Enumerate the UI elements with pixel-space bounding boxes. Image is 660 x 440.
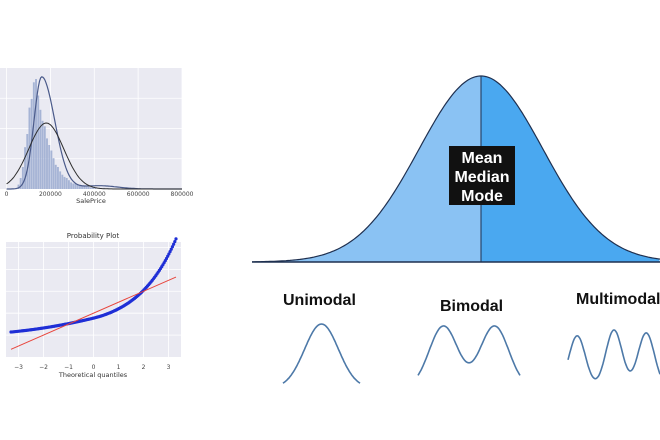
mean-median-mode-box [449,146,515,205]
histogram-x-tick-label: 0 [5,191,9,198]
bimodal-label: Bimodal [440,298,503,315]
histogram-bar [46,138,48,189]
probability-plot-point [173,239,177,244]
histogram-x-tick-label: 200000 [39,191,62,198]
modality-examples: Unimodal Bimodal Multimodal [282,291,660,384]
histogram-bar [78,185,81,189]
histogram-bar [43,126,46,189]
bimodal-curve [417,325,521,376]
probability-plot-point [168,250,172,254]
probability-plot-panel: Probability Plot −3 −2 −1 0 1 2 3 Theoretical … [6,232,181,379]
label-median: Median [454,169,509,186]
probability-plot-x-tick-label: −1 [64,364,73,371]
histogram-bar [74,183,77,189]
histogram-bar [21,167,24,189]
histogram-bar [41,120,44,189]
histogram-bar [24,147,27,189]
probability-plot-x-tick-label: 3 [167,364,171,371]
probability-plot-reference-line [10,276,177,350]
probability-plot-point [170,245,175,249]
unimodal-curve [282,323,361,384]
histogram-bar [32,82,35,189]
label-mode: Mode [461,188,503,205]
histogram-bar [61,174,64,189]
multimodal-curve [567,329,660,380]
probability-plot-point [169,247,173,251]
histogram-bar [81,185,84,189]
probability-plot-x-tick-label: −3 [14,364,23,371]
histogram-bar [85,186,88,189]
histogram-grid [0,68,183,189]
probability-plot-x-ticks: −3 −2 −1 0 1 2 3 [14,364,171,371]
multimodal-label: Multimodal [576,291,660,308]
histogram-normal-fit-line [6,122,182,190]
histogram-bar [37,95,40,189]
probability-plot-x-tick-label: 1 [117,364,121,371]
histogram-x-label: SalePrice [76,197,106,205]
probability-plot-title: Probability Plot [67,232,120,240]
bell-curve-outline [252,75,660,263]
probability-plot-x-tick-label: 2 [142,364,146,371]
histogram-bar [94,187,97,189]
histogram-bar [89,187,92,189]
histogram-bar [83,186,86,189]
histogram-bar [76,184,79,189]
histogram-bar [17,184,20,189]
histogram-x-tick-label: 600000 [127,191,150,198]
histogram-bar [19,178,22,189]
histogram-bar [92,187,94,189]
normal-distribution-graphic: Mean Median Mode [252,75,660,263]
unimodal-label: Unimodal [283,292,356,309]
histogram-x-tick-label: 800000 [171,191,194,198]
histogram-bar [70,182,73,189]
histogram-bar [54,164,57,189]
histogram-bar [65,178,68,189]
histogram-bar [59,171,62,189]
histogram-x-ticks: 0 200000 400000 600000 800000 [5,191,194,198]
probability-plot-x-tick-label: 0 [92,364,96,371]
histogram-bar [52,158,55,189]
probability-plot-point [172,242,176,246]
bell-curve-right-half [481,76,660,262]
histogram-panel: 0 200000 400000 600000 800000 SalePrice [0,68,194,205]
probability-plot-x-tick-label: −2 [39,364,48,371]
histogram-bar [57,167,59,189]
histogram-x-tick-label: 400000 [83,191,106,198]
histogram-bar [72,183,75,189]
bell-curve-left-half [252,76,481,262]
histogram-bar [48,145,51,189]
histogram-bar [67,180,70,189]
histogram-bar [50,150,53,189]
histogram-bar [26,134,29,189]
probability-plot-point [174,237,178,241]
histogram-bar [87,186,90,189]
probability-plot-x-label: Theoretical quantiles [58,371,128,379]
histogram-bar [63,176,66,189]
label-mean: Mean [462,150,503,167]
histogram-bar [39,109,42,189]
